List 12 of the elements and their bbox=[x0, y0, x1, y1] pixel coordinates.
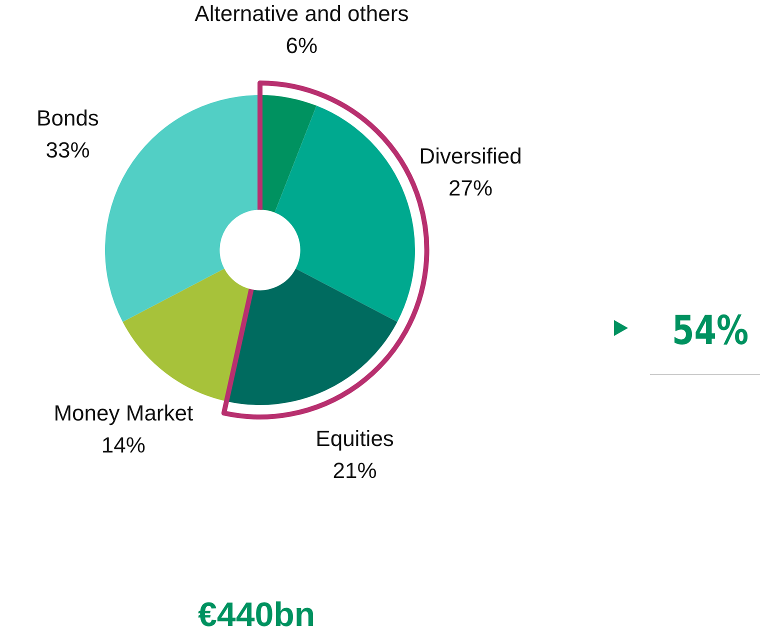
slice-label: Bonds bbox=[36, 106, 99, 131]
slice-label: Money Market bbox=[54, 400, 194, 426]
data-label: 33% bbox=[46, 138, 90, 163]
slice-label: Alternative and others bbox=[194, 1, 409, 26]
data-label: 21% bbox=[332, 458, 377, 483]
text: €440bn bbox=[198, 596, 316, 635]
text: 54% bbox=[672, 308, 749, 354]
slice-label: Diversified bbox=[419, 143, 522, 168]
data-label: 6% bbox=[286, 33, 318, 58]
data-label: 14% bbox=[101, 432, 146, 458]
data-label: 27% bbox=[448, 175, 493, 200]
slice-label: Equities bbox=[316, 426, 394, 451]
